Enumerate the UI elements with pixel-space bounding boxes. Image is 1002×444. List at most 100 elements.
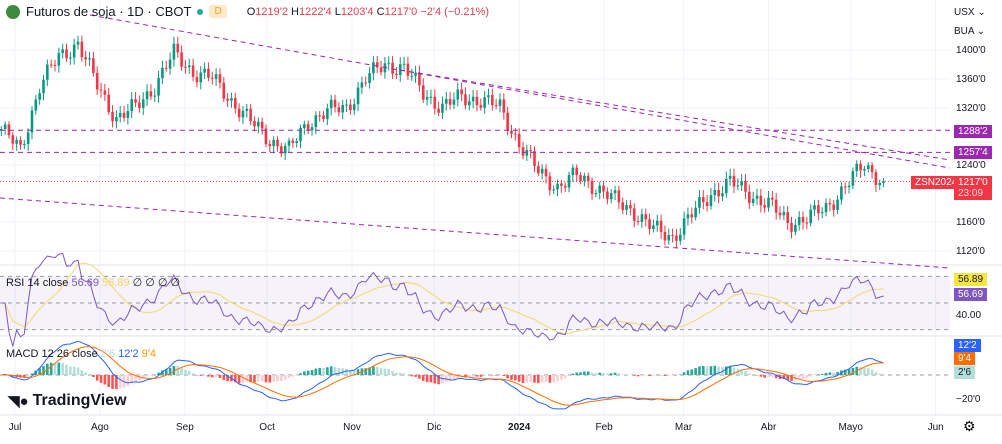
candle-body xyxy=(448,99,452,105)
macd-histogram-bar xyxy=(352,370,356,375)
macd-histogram-bar xyxy=(540,375,544,383)
symbol-title[interactable]: Futuros de soja · 1D · CBOT xyxy=(26,4,192,19)
macd-histogram-bar xyxy=(441,375,444,384)
candle-body xyxy=(53,65,57,67)
macd-histogram-bar xyxy=(870,369,874,375)
macd-histogram-bar xyxy=(514,375,517,381)
candle-body xyxy=(494,105,498,107)
candle-body xyxy=(364,82,368,84)
macd-histogram-bar xyxy=(260,375,264,382)
macd-histogram-bar xyxy=(475,375,479,377)
candle-body xyxy=(836,199,839,210)
candle-body xyxy=(533,151,536,167)
candle-body xyxy=(210,77,214,79)
candle-body xyxy=(230,98,233,101)
candle-body xyxy=(498,99,502,106)
macd-histogram-bar xyxy=(414,375,417,377)
macd-histogram-bar xyxy=(843,369,847,375)
candle-body xyxy=(866,165,870,170)
candle-body xyxy=(736,185,740,187)
macd-histogram-bar xyxy=(433,375,437,384)
candle-body xyxy=(76,41,80,45)
macd-histogram-bar xyxy=(464,375,467,378)
candle-body xyxy=(180,52,183,67)
candle-body xyxy=(249,108,252,121)
macd-histogram-bar xyxy=(368,367,371,375)
macd-histogram-bar xyxy=(548,375,552,383)
currency-select[interactable]: USX ⌄ xyxy=(950,5,998,20)
candle-body xyxy=(809,209,812,224)
candle-body xyxy=(345,104,348,106)
settings-gear-icon[interactable]: ⚙ xyxy=(963,418,976,434)
macd-histogram-bar xyxy=(771,375,774,378)
candle-body xyxy=(425,97,429,100)
macd-histogram-bar xyxy=(57,362,61,375)
macd-histogram-bar xyxy=(383,368,387,375)
macd-histogram-bar xyxy=(34,370,38,375)
candle-body xyxy=(92,58,95,73)
macd-tag: 12'2 xyxy=(954,339,981,352)
macd-histogram-bar xyxy=(199,375,203,376)
candle-body xyxy=(671,235,674,237)
candle-body xyxy=(544,168,548,177)
candle-body xyxy=(801,217,805,223)
candle-body xyxy=(429,96,433,98)
candle-body xyxy=(130,99,134,112)
candle-body xyxy=(694,207,697,218)
candle-body xyxy=(748,191,751,204)
macd-histogram-bar xyxy=(141,375,145,379)
macd-histogram-bar xyxy=(207,375,210,377)
candle-body xyxy=(675,235,678,241)
candle-body xyxy=(441,103,444,113)
candle-body xyxy=(141,99,145,108)
time-tick: Oct xyxy=(259,422,275,433)
candle-body xyxy=(655,220,659,226)
level-tag-2: 1257'4 xyxy=(954,146,992,159)
time-tick: Sep xyxy=(175,422,194,433)
market-status-icon xyxy=(197,8,204,15)
rsi-legend[interactable]: RSI 14 close 56.69 56.89 ∅ ∅ ∅ ∅ xyxy=(6,277,181,289)
macd-histogram-bar xyxy=(725,366,728,375)
unit-select[interactable]: BUA ⌄ xyxy=(950,24,998,39)
candle-body xyxy=(268,144,272,147)
price-tick: 1360'0 xyxy=(956,74,986,85)
macd-histogram-bar xyxy=(467,375,471,378)
candle-body xyxy=(709,195,713,207)
macd-legend[interactable]: MACD 12 26 close 2'6 12'2 9'4 xyxy=(6,348,157,360)
candle-body xyxy=(813,205,816,210)
macd-histogram-bar xyxy=(149,375,153,376)
candle-body xyxy=(88,58,91,60)
candle-body xyxy=(487,95,490,98)
macd-histogram-bar xyxy=(698,366,701,375)
candle-body xyxy=(38,93,41,100)
macd-histogram-bar xyxy=(801,375,805,379)
candle-body xyxy=(237,108,241,118)
candle-body xyxy=(552,189,555,191)
macd-histogram-bar xyxy=(172,366,176,375)
macd-histogram-bar xyxy=(517,375,521,382)
candle-body xyxy=(537,166,540,174)
candle-body xyxy=(471,96,475,102)
macd-histogram-bar xyxy=(782,375,786,380)
candle-body xyxy=(517,133,521,148)
macd-histogram-bar xyxy=(349,369,352,375)
macd-histogram-bar xyxy=(878,373,882,375)
candle-body xyxy=(878,182,882,186)
macd-histogram-bar xyxy=(145,375,149,377)
candle-body xyxy=(621,202,625,210)
candle-body xyxy=(682,218,686,235)
candle-body xyxy=(506,112,509,131)
symbol-logo-icon xyxy=(6,4,20,19)
macd-histogram-bar xyxy=(786,375,789,380)
macd-histogram-bar xyxy=(257,375,260,382)
macd-histogram-bar xyxy=(233,375,237,383)
tradingview-logo[interactable]: ◥● TradingView xyxy=(8,392,127,410)
candle-body xyxy=(640,214,644,222)
rsi-tag: 56.69 xyxy=(954,288,988,301)
candle-body xyxy=(107,94,111,113)
macd-histogram-bar xyxy=(552,375,555,383)
candle-body xyxy=(157,78,160,96)
macd-histogram-bar xyxy=(226,375,229,382)
candle-body xyxy=(69,57,72,59)
